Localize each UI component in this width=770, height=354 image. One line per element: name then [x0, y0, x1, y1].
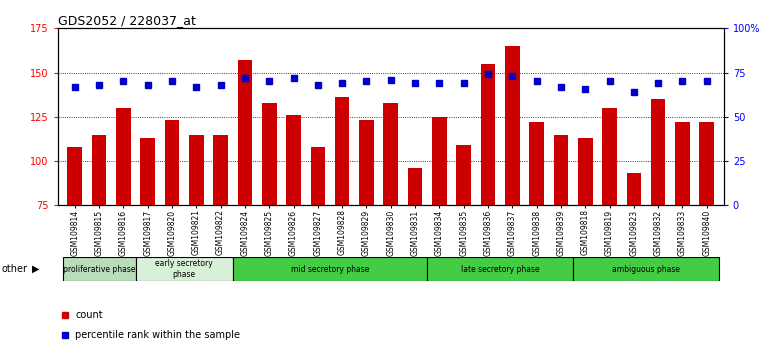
Bar: [675, 122, 690, 205]
Text: mid secretory phase: mid secretory phase: [291, 264, 369, 274]
Bar: [165, 120, 179, 205]
Bar: [335, 97, 350, 205]
Bar: [529, 122, 544, 205]
Bar: [238, 60, 253, 205]
Bar: [627, 173, 641, 205]
Bar: [189, 135, 203, 205]
Bar: [116, 108, 131, 205]
Bar: [602, 108, 617, 205]
Bar: [505, 46, 520, 205]
Text: early secretory
phase: early secretory phase: [156, 259, 213, 279]
Bar: [310, 147, 325, 205]
Text: late secretory phase: late secretory phase: [461, 264, 540, 274]
Text: GDS2052 / 228037_at: GDS2052 / 228037_at: [58, 14, 196, 27]
Bar: [68, 147, 82, 205]
Bar: [554, 135, 568, 205]
Bar: [286, 115, 301, 205]
Text: ambiguous phase: ambiguous phase: [612, 264, 680, 274]
Bar: [262, 103, 276, 205]
Bar: [213, 135, 228, 205]
Bar: [408, 168, 423, 205]
Bar: [359, 120, 373, 205]
Bar: [457, 145, 471, 205]
Bar: [383, 103, 398, 205]
Bar: [573, 257, 719, 281]
Bar: [92, 135, 106, 205]
Text: percentile rank within the sample: percentile rank within the sample: [75, 330, 240, 339]
Bar: [578, 138, 593, 205]
Bar: [136, 257, 233, 281]
Text: count: count: [75, 310, 102, 320]
Bar: [699, 122, 714, 205]
Bar: [432, 117, 447, 205]
Bar: [233, 257, 427, 281]
Text: ▶: ▶: [32, 264, 40, 274]
Bar: [480, 64, 495, 205]
Bar: [62, 257, 136, 281]
Bar: [651, 99, 665, 205]
Bar: [427, 257, 573, 281]
Bar: [140, 138, 155, 205]
Text: proliferative phase: proliferative phase: [63, 264, 136, 274]
Text: other: other: [2, 264, 28, 274]
